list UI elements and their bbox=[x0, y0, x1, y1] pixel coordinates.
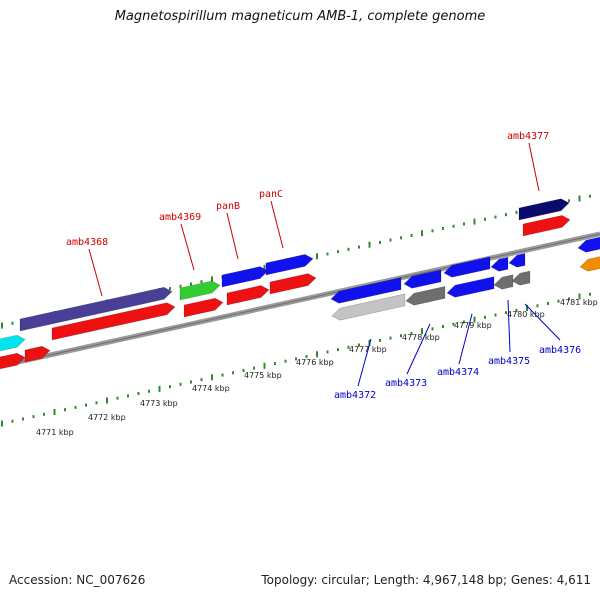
gene-blue-5-arrow[interactable] bbox=[508, 253, 526, 268]
connector-amb4377 bbox=[528, 142, 540, 192]
gene-red-5-arrow[interactable] bbox=[226, 285, 270, 306]
scale-label-4781: 4781 kbp bbox=[560, 298, 598, 307]
label-connectors bbox=[88, 142, 561, 387]
scale-label-4772: 4772 kbp bbox=[88, 413, 126, 422]
connector-amb4373 bbox=[406, 323, 431, 375]
gene-amb4374-arrow[interactable] bbox=[446, 276, 495, 298]
gene-amb4377-arrow[interactable] bbox=[518, 198, 570, 221]
gene-amb4372-arrow[interactable] bbox=[331, 293, 406, 321]
gene-red-2-arrow[interactable] bbox=[24, 345, 51, 363]
gene-label-panB[interactable]: panB bbox=[216, 201, 240, 212]
gene-label-amb4373[interactable]: amb4373 bbox=[385, 378, 427, 389]
scale-label-4779: 4779 kbp bbox=[454, 321, 492, 330]
gene-label-panC[interactable]: panC bbox=[259, 189, 283, 200]
gene-label-amb4369[interactable]: amb4369 bbox=[159, 212, 201, 223]
gene-amb4373-arrow[interactable] bbox=[405, 286, 446, 306]
connector-panC bbox=[270, 200, 284, 249]
gene-blue-1-arrow[interactable] bbox=[330, 277, 402, 304]
connector-amb4369 bbox=[180, 223, 195, 271]
gene-label-amb4377[interactable]: amb4377 bbox=[507, 131, 549, 142]
gene-amb4376-arrow[interactable] bbox=[511, 270, 531, 286]
connector-amb4368 bbox=[88, 248, 103, 297]
scale-labels: 4771 kbp 4772 kbp 4773 kbp 4774 kbp 4775… bbox=[36, 298, 598, 437]
gene-label-amb4376[interactable]: amb4376 bbox=[539, 345, 581, 356]
gene-blue-6-arrow[interactable] bbox=[577, 236, 600, 253]
scale-label-4771: 4771 kbp bbox=[36, 428, 74, 437]
scale-label-4774: 4774 kbp bbox=[192, 384, 230, 393]
bottom-gene-labels: amb4372 amb4373 amb4374 amb4375 amb4376 bbox=[334, 345, 581, 401]
gene-amb4375-arrow[interactable] bbox=[493, 274, 514, 290]
connector-amb4374 bbox=[458, 313, 473, 365]
connector-amb4372 bbox=[357, 338, 372, 387]
gene-panC-arrow[interactable] bbox=[265, 254, 314, 276]
scale-label-4778: 4778 kbp bbox=[402, 333, 440, 342]
scale-label-4777: 4777 kbp bbox=[349, 345, 387, 354]
connector-amb4375 bbox=[507, 299, 511, 353]
gene-blue-3-arrow[interactable] bbox=[443, 256, 491, 278]
connector-panB bbox=[226, 212, 239, 260]
gene-red-7-arrow[interactable] bbox=[522, 215, 571, 237]
gene-label-amb4374[interactable]: amb4374 bbox=[437, 367, 479, 378]
gene-blue-2-arrow[interactable] bbox=[403, 269, 442, 289]
gene-red-3-arrow[interactable] bbox=[51, 302, 176, 341]
map-title: Magnetospirillum magneticum AMB-1, compl… bbox=[114, 9, 486, 24]
gene-orange-arrow[interactable] bbox=[579, 256, 600, 272]
gene-panB-arrow[interactable] bbox=[221, 266, 269, 288]
topology-text: Topology: circular; Length: 4,967,148 bp… bbox=[261, 573, 591, 587]
gene-amb4369-arrow[interactable] bbox=[179, 280, 221, 301]
scale-label-4775: 4775 kbp bbox=[244, 371, 282, 380]
gene-amb4368-arrow[interactable] bbox=[19, 286, 173, 332]
gene-cyan-arrow[interactable] bbox=[0, 334, 26, 352]
gene-red-1-arrow[interactable] bbox=[0, 352, 26, 370]
connector-amb4376 bbox=[524, 303, 561, 341]
gene-red-6-arrow[interactable] bbox=[269, 273, 317, 295]
gene-label-amb4375[interactable]: amb4375 bbox=[488, 356, 530, 367]
top-gene-labels: amb4368 amb4369 panB panC amb4377 bbox=[66, 131, 549, 248]
gene-blue-4-arrow[interactable] bbox=[490, 256, 509, 272]
scale-label-4780: 4780 kbp bbox=[507, 310, 545, 319]
gene-label-amb4372[interactable]: amb4372 bbox=[334, 390, 376, 401]
scale-label-4773: 4773 kbp bbox=[140, 399, 178, 408]
gene-label-amb4368[interactable]: amb4368 bbox=[66, 237, 108, 248]
gene-red-4-arrow[interactable] bbox=[183, 297, 224, 318]
gene-track bbox=[0, 198, 600, 370]
lower-tick-row bbox=[1, 292, 591, 427]
genome-backbone bbox=[0, 231, 600, 369]
scale-label-4776: 4776 kbp bbox=[296, 358, 334, 367]
accession-text: Accession: NC_007626 bbox=[9, 573, 146, 587]
